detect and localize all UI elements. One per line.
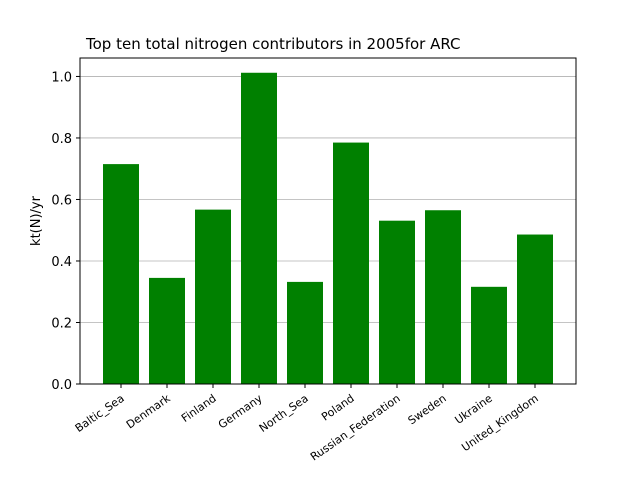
y-tick-label: 0.2 <box>51 316 72 331</box>
x-tick-label: Poland <box>319 392 357 424</box>
x-tick-label: Sweden <box>406 392 449 428</box>
bar-united-kingdom <box>517 234 553 384</box>
x-tick-label: Denmark <box>124 391 173 431</box>
x-tick-label: Ukraine <box>452 392 494 427</box>
bar-poland <box>333 142 369 384</box>
bar-germany <box>241 72 277 384</box>
y-axis: 0.0 0.2 0.4 0.6 0.8 1.0 <box>51 70 80 393</box>
y-tick-label: 1.0 <box>51 70 72 85</box>
y-tick-label: 0.0 <box>51 378 72 393</box>
y-tick-label: 0.4 <box>51 255 72 270</box>
bar-baltic-sea <box>103 164 139 384</box>
x-tick-label: United_Kingdom <box>459 392 540 454</box>
x-tick-label: Finland <box>179 392 219 425</box>
bar-finland <box>195 209 231 384</box>
x-tick-label: North_Sea <box>257 392 311 435</box>
chart-title: Top ten total nitrogen contributors in 2… <box>85 35 461 53</box>
bars <box>103 72 553 384</box>
bar-north-sea <box>287 281 323 384</box>
y-axis-label: kt(N)/yr <box>29 195 44 246</box>
y-tick-label: 0.6 <box>51 193 72 208</box>
y-tick-label: 0.8 <box>51 132 72 147</box>
bar-ukraine <box>471 286 507 384</box>
plot-frame <box>79 57 577 385</box>
bar-sweden <box>425 210 461 384</box>
bar-denmark <box>149 277 185 384</box>
bar-russian-federation <box>379 220 415 384</box>
x-tick-label: Baltic_Sea <box>73 392 127 435</box>
